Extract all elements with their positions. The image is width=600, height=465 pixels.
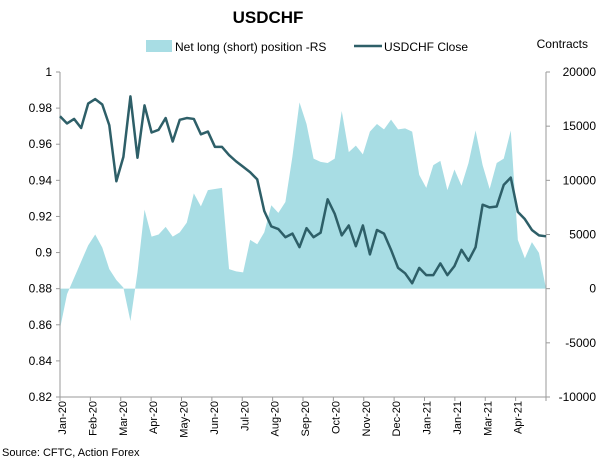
left-tick-label: 0.9 (35, 246, 52, 260)
chart-title: USDCHF (233, 8, 304, 27)
left-tick-label: 0.86 (29, 318, 53, 332)
right-tick-label: -10000 (559, 390, 597, 404)
x-tick-label: Apr-20 (148, 401, 160, 434)
line-layer (59, 95, 547, 285)
left-tick-label: 0.84 (29, 354, 53, 368)
x-tick-label: Aug-20 (270, 401, 282, 436)
x-tick-label: Feb-20 (87, 401, 99, 436)
left-axis-ticks: 1 0.98 0.96 0.94 0.92 0.9 0.88 0.86 0.84 0.82 (29, 65, 60, 404)
x-tick-label: Mar-21 (482, 401, 494, 436)
right-tick-label: 15000 (563, 119, 597, 133)
right-tick-label: 20000 (563, 65, 597, 79)
x-tick-label: Sep-20 (300, 401, 312, 436)
left-tick-label: 0.88 (29, 282, 53, 296)
right-axis-title: Contracts (537, 37, 588, 51)
legend: Net long (short) position -RS USDCHF Clo… (146, 40, 468, 54)
x-tick-label: Jul-20 (239, 401, 251, 431)
x-tick-label: May-20 (179, 401, 191, 438)
right-tick-label: 5000 (569, 228, 596, 242)
x-tick-label: Oct-20 (330, 401, 342, 434)
legend-line-label: USDCHF Close (384, 40, 468, 54)
left-tick-label: 0.94 (29, 173, 53, 187)
left-tick-label: 1 (45, 65, 52, 79)
right-tick-label: 10000 (563, 173, 597, 187)
source-note: Source: CFTC, Action Forex (2, 447, 140, 459)
x-tick-label: Nov-20 (361, 401, 373, 436)
x-tick-label: Mar-20 (118, 401, 130, 436)
left-tick-label: 0.82 (29, 390, 53, 404)
x-tick-label: Jun-20 (209, 401, 221, 435)
x-tick-label: Dec-20 (391, 401, 403, 436)
right-tick-label: 0 (589, 282, 596, 296)
legend-area-swatch (146, 40, 172, 52)
x-tick-label: Apr-21 (513, 401, 525, 434)
net-position-area (60, 102, 546, 329)
left-tick-label: 0.96 (29, 137, 53, 151)
left-tick-label: 0.98 (29, 101, 53, 115)
usdchf-close-line (59, 95, 547, 285)
x-axis-ticks: Jan-20 Feb-20 Mar-20 Apr-20 May-20 Jun-20 Jul-… (57, 397, 547, 438)
right-axis-ticks: 20000 15000 10000 5000 0 -5000 -10000 (546, 65, 596, 404)
legend-area-label: Net long (short) position -RS (175, 40, 326, 54)
right-tick-label: -5000 (565, 336, 596, 350)
area-layer (60, 102, 546, 329)
left-tick-label: 0.92 (29, 209, 53, 223)
x-tick-label: Jan-20 (57, 401, 69, 435)
x-tick-label: Jan-21 (452, 401, 464, 435)
x-tick-label: Jan-21 (422, 401, 434, 435)
